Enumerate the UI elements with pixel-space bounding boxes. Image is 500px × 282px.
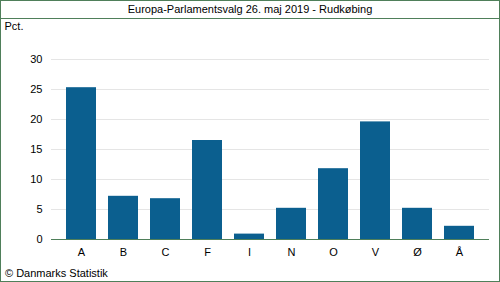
svg-text:20: 20 — [30, 113, 42, 125]
svg-text:30: 30 — [30, 53, 42, 65]
svg-text:B: B — [120, 246, 127, 258]
svg-text:Å: Å — [456, 246, 464, 258]
svg-text:10: 10 — [30, 173, 42, 185]
html-text:Europa-Parlamentsvalg 26. maj: Europa-Parlamentsvalg 26. maj 2019 - Rud… — [127, 3, 373, 15]
svg-text:O: O — [329, 246, 338, 258]
svg-text:F: F — [204, 246, 211, 258]
svg-text:A: A — [78, 246, 86, 258]
svg-text:V: V — [372, 246, 380, 258]
svg-text:0: 0 — [36, 233, 42, 245]
svg-text:Pct.: Pct. — [5, 20, 24, 32]
svg-text:15: 15 — [30, 143, 42, 155]
svg-text:C: C — [162, 246, 170, 258]
svg-text:Ø: Ø — [413, 246, 422, 258]
html-text:© Danmarks Statistik: © Danmarks Statistik — [5, 267, 108, 279]
svg-text:25: 25 — [30, 83, 42, 95]
svg-text:I: I — [248, 246, 251, 258]
svg-text:N: N — [288, 246, 296, 258]
svg-text:5: 5 — [36, 203, 42, 215]
